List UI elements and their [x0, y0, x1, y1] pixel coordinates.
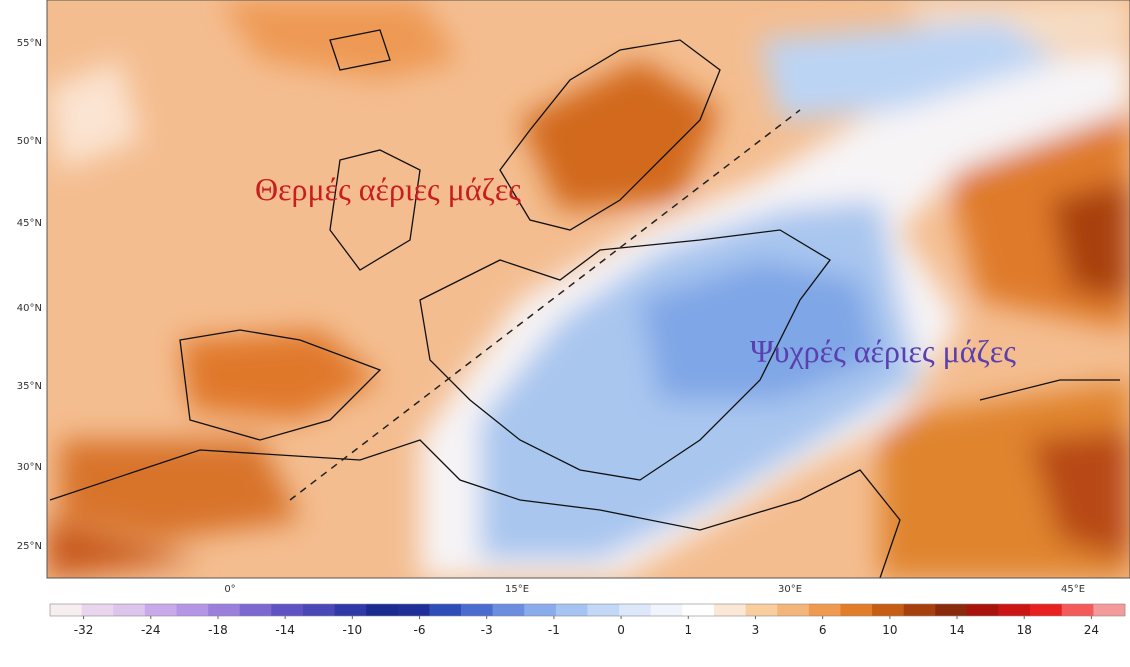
- colorbar-swatch: [81, 604, 114, 616]
- lat-label: 50°N: [17, 136, 42, 147]
- colorbar-swatch: [208, 604, 241, 616]
- map-field: Θερμές αέριες μάζες Ψυχρές αέριες μάζες: [47, 0, 1130, 578]
- colorbar-tick-label: 18: [1017, 623, 1032, 637]
- lat-label: 25°N: [17, 541, 42, 552]
- colorbar-tick-label: -32: [74, 623, 94, 637]
- colorbar-swatch: [777, 604, 810, 616]
- colorbar-swatch: [808, 604, 841, 616]
- colorbar-tick-label: -18: [208, 623, 228, 637]
- colorbar-swatch: [524, 604, 557, 616]
- colorbar-swatch: [713, 604, 746, 616]
- lat-label: 30°N: [17, 462, 42, 473]
- colorbar: -32 -24 -18 -14 -10 -6 -3 -1 0 1 3 6 10 14 18 24: [49, 603, 1126, 637]
- colorbar-swatch: [1030, 604, 1063, 616]
- colorbar-frame: [49, 603, 1126, 617]
- colorbar-swatch: [1061, 604, 1094, 616]
- colorbar-tick-label: -6: [414, 623, 426, 637]
- colorbar-tick-label: -3: [481, 623, 493, 637]
- colorbar-swatch: [1093, 604, 1126, 616]
- colorbar-swatch: [745, 604, 778, 616]
- lon-label: 0°: [224, 584, 235, 595]
- colorbar-swatch: [587, 604, 620, 616]
- colorbar-tick-label: 14: [949, 623, 964, 637]
- colorbar-tick-label: -24: [141, 623, 161, 637]
- lat-label: 35°N: [17, 381, 42, 392]
- colorbar-swatch: [50, 604, 82, 616]
- colorbar-swatch: [872, 604, 904, 616]
- colorbar-tick-label: 3: [752, 623, 760, 637]
- colorbar-tick-label: -14: [275, 623, 295, 637]
- colorbar-swatch: [650, 604, 683, 616]
- front-line: [289, 109, 801, 501]
- colorbar-swatch: [682, 604, 715, 616]
- colorbar-swatch: [966, 604, 999, 616]
- colorbar-swatch: [998, 604, 1031, 616]
- colorbar-tick-label: -1: [548, 623, 560, 637]
- colorbar-swatch: [334, 604, 367, 616]
- colorbar-swatch: [492, 604, 525, 616]
- coastlines: [49, 29, 1120, 578]
- colorbar-swatch: [935, 604, 968, 616]
- colorbar-swatch: [619, 604, 652, 616]
- colorbar-swatch: [302, 604, 335, 616]
- colorbar-swatch: [397, 604, 430, 616]
- lon-label: 45°E: [1061, 584, 1085, 595]
- colorbar-swatch: [144, 604, 177, 616]
- colorbar-tick-label: 10: [882, 623, 897, 637]
- colorbar-swatch: [271, 604, 304, 616]
- lon-label: 30°E: [778, 584, 802, 595]
- lat-label: 45°N: [17, 218, 42, 229]
- colorbar-swatch: [903, 604, 936, 616]
- colorbar-swatch: [113, 604, 146, 616]
- cold-annotation: Ψυχρές αέριες μάζες: [750, 333, 1016, 369]
- lon-label: 15°E: [505, 584, 529, 595]
- axis-labels: 55°N 50°N 45°N 40°N 35°N 30°N 25°N 0° 15°E 30°E 45…: [17, 38, 1085, 595]
- colorbar-swatch: [366, 604, 399, 616]
- colorbar-tick-label: 1: [684, 623, 692, 637]
- colorbar-tick-label: 24: [1084, 623, 1099, 637]
- colorbar-swatch: [840, 604, 873, 616]
- colorbar-tick-label: 6: [819, 623, 827, 637]
- colorbar-swatch: [239, 604, 272, 616]
- colorbar-swatch: [176, 604, 209, 616]
- colorbar-swatch: [429, 604, 462, 616]
- colorbar-swatch: [461, 604, 493, 616]
- map-frame: [46, 0, 1130, 579]
- colorbar-tick-label: -10: [343, 623, 363, 637]
- colorbar-tick-label: 0: [617, 623, 625, 637]
- colorbar-swatch: [555, 604, 588, 616]
- warm-annotation: Θερμές αέριες μάζες: [255, 171, 521, 207]
- lat-label: 40°N: [17, 303, 42, 314]
- lat-label: 55°N: [17, 38, 42, 49]
